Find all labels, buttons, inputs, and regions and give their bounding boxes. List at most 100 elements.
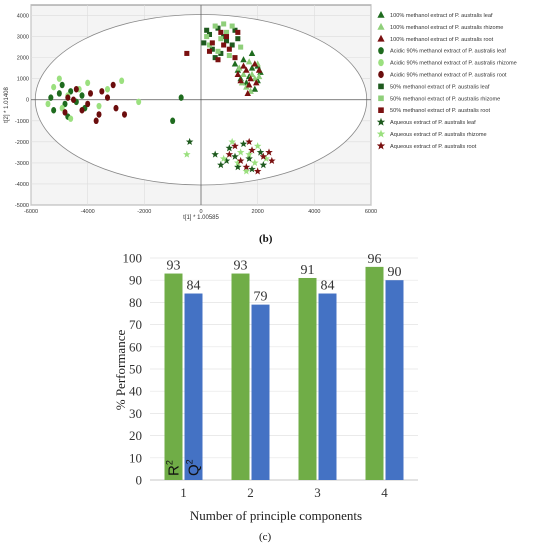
series-label-q2: Q2: [185, 459, 203, 476]
scatter-point-star: [183, 150, 191, 158]
scatter-point-circle: [68, 115, 74, 122]
bar-value-label: 93: [234, 259, 248, 274]
bar-value-label: 84: [321, 279, 335, 294]
bar-y-tick-label: 70: [129, 317, 142, 332]
series-label-letter: R: [166, 465, 183, 476]
scatter-point-triangle: [255, 66, 263, 73]
scatter-point-circle: [45, 100, 51, 108]
scatter-point-circle: [136, 98, 142, 106]
scatter-point-triangle: [234, 70, 242, 77]
scatter-point-circle: [378, 70, 384, 79]
scatter-point-circle: [51, 83, 57, 91]
scatter-point-circle: [104, 85, 111, 93]
scatter-point-circle: [48, 94, 54, 101]
scatter-point-circle: [378, 47, 384, 55]
bar-r2: [365, 266, 384, 480]
scatter-point-triangle: [248, 49, 256, 56]
bar-value-label: 90: [388, 265, 402, 280]
bar-value-label: 93: [167, 259, 181, 274]
scatter-point-star: [245, 150, 253, 158]
scatter-point-star: [262, 154, 270, 162]
scatter-point-circle: [110, 81, 116, 89]
series-label-superscript: 2: [165, 460, 175, 465]
scatter-legend-label: 50% methanol extract of P. australis lea…: [390, 84, 490, 90]
scatter-point-triangle: [231, 60, 239, 67]
scatter-point-square: [206, 31, 213, 37]
scatter-point-star: [265, 148, 273, 156]
scatter-point-square: [218, 50, 224, 56]
bar-value-label: 91: [301, 263, 315, 278]
scatter-point-star: [251, 158, 259, 167]
scatter-legend: 100% methanol extract of P. australis le…: [376, 11, 517, 150]
scatter-point-circle: [96, 111, 102, 118]
scatter-point-star: [256, 148, 265, 156]
scatter-point-square: [378, 83, 384, 90]
scatter-point-triangle: [236, 64, 243, 71]
bar-value-label: 79: [254, 290, 268, 305]
scatter-point-star: [376, 129, 386, 138]
scatter-point-triangle: [251, 60, 259, 67]
scatter-point-star: [245, 137, 253, 146]
scatter-point-square: [232, 55, 238, 61]
scatter-point-star: [376, 117, 386, 126]
scatter-point-square: [204, 27, 210, 33]
bar-y-tick-label: 20: [129, 428, 142, 443]
bar-r2: [231, 273, 250, 480]
scatter-x-axis-label: t[1] * 1.00585: [183, 215, 219, 221]
bar-y-tick-label: 40: [129, 384, 142, 399]
scatter-point-circle: [70, 96, 77, 103]
scatter-point-star: [236, 156, 245, 164]
scatter-point-triangle: [240, 56, 247, 63]
scatter-point-square: [226, 53, 232, 59]
bar-y-tick-label: 80: [129, 295, 142, 310]
scatter-point-circle: [56, 75, 62, 82]
scatter-point-star: [217, 161, 225, 169]
scatter-point-star: [376, 141, 386, 150]
scatter-point-square: [209, 46, 215, 52]
scatter-point-circle: [85, 79, 91, 87]
scatter-point-star: [248, 146, 256, 154]
scatter-point-square: [235, 36, 241, 42]
scatter-y-tick-label: -1000: [15, 119, 29, 125]
scatter-point-square: [229, 23, 235, 29]
scatter-point-triangle: [244, 89, 251, 96]
scatter-point-circle: [119, 77, 125, 85]
scatter-point-square: [238, 44, 244, 50]
bar-q2: [251, 304, 270, 480]
scatter-point-star: [268, 156, 276, 164]
scatter-point-circle: [99, 88, 105, 95]
scatter-point-star: [231, 142, 239, 150]
scatter-point-star: [225, 144, 234, 152]
scatter-point-circle: [62, 109, 68, 116]
scatter-point-star: [228, 137, 236, 146]
scatter-point-circle: [59, 81, 65, 89]
scatter-point-circle: [170, 117, 176, 125]
bar-x-tick-label: 3: [314, 485, 321, 500]
bar-x-tick-label: 1: [180, 485, 187, 500]
bar-x-axis-label: Number of principle components: [190, 508, 362, 523]
scatter-point-square: [215, 25, 221, 31]
scatter-legend-label: 50% methanol extract of P. australis rhi…: [390, 96, 500, 102]
scatter-point-square: [212, 55, 218, 61]
scatter-x-tick-label: 4000: [308, 209, 320, 215]
scatter-point-circle: [121, 111, 128, 118]
scatter-point-star: [248, 165, 256, 173]
scatter-legend-label: 100% methanol extract of P. australis rh…: [390, 25, 503, 31]
scatter-legend-label: Acidic 90% methanol extract of P. austra…: [390, 73, 507, 79]
scatter-point-star: [219, 154, 228, 162]
scatter-legend-label: Aqueous extract of P. australis rhizome: [390, 132, 487, 138]
scatter-point-circle: [56, 90, 62, 97]
bar-r2: [298, 277, 317, 480]
panel-label-b: (b): [259, 233, 273, 245]
scatter-point-circle: [79, 92, 85, 99]
bar-y-tick-label: 0: [136, 473, 143, 488]
scatter-x-tick-label: 0: [199, 209, 202, 215]
scatter-axes: [31, 5, 371, 205]
scatter-legend-label: Aqueous extract of P. australis leaf: [390, 120, 476, 126]
scatter-point-circle: [113, 104, 119, 112]
scatter-point-circle: [85, 100, 91, 108]
scatter-point-square: [226, 46, 232, 52]
bar-y-tick-label: 90: [129, 273, 142, 288]
scatter-point-circle: [62, 100, 68, 108]
